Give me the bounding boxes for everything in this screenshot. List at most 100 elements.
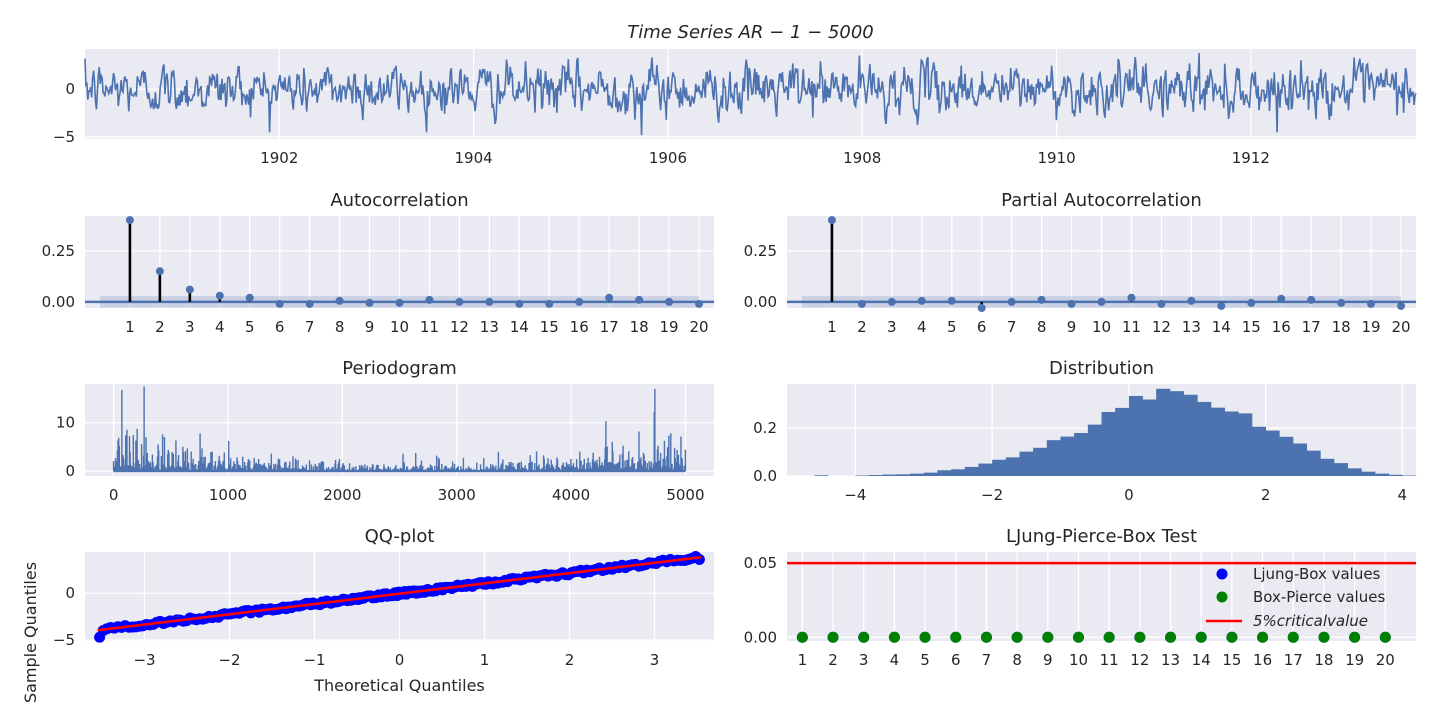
y-tick-label: −5 [53,128,75,146]
x-tick-label: 13 [1182,318,1201,336]
x-tick-label: 1906 [649,149,687,167]
histogram-bar [1238,413,1253,476]
stem-marker [635,295,644,304]
x-tick-label: 5000 [666,486,704,504]
stem-marker [1037,295,1046,304]
x-tick-label: 1 [798,651,808,669]
histogram-bar [814,475,829,476]
x-tick-label: 1904 [455,149,493,167]
x-tick-label: 0 [1124,486,1134,504]
x-tick-label: 16 [570,318,589,336]
distribution-chart: 0.0 0.2 −4 −2 0 2 4 Distribution [753,358,1417,504]
x-tick-label: −4 [844,486,866,504]
histogram-bar [937,470,952,476]
x-tick-label: 5 [947,318,957,336]
stem-marker [1337,298,1346,307]
stem-marker [1127,293,1136,302]
stem-marker [1007,297,1016,306]
histogram-bar [1169,391,1184,476]
stem-marker [515,299,524,308]
x-tick-label: 12 [450,318,469,336]
x-tick-label: 17 [600,318,619,336]
y-tick-label: 0.0 [753,467,777,485]
histogram-bar [1224,411,1239,476]
x-tick-label: 9 [1043,651,1053,669]
histogram-bar [1142,399,1157,476]
x-tick-label: 19 [1345,651,1364,669]
stem-marker [695,299,704,308]
y-tick-label: 0.05 [744,554,777,572]
x-tick-label: 1902 [260,149,298,167]
stem-marker [305,299,314,308]
periodogram-chart: 0 10 0 1000 2000 3000 4000 5000 Periodogram [56,358,714,504]
stem-marker [335,296,344,305]
stem-marker [1097,297,1106,306]
series-line [84,52,1417,136]
stem-marker [275,299,284,308]
histogram-bar [882,474,897,476]
x-tick-label: 2 [565,651,575,669]
x-tick-label: 2 [155,318,165,336]
histogram-bar [896,474,911,476]
x-tick-label: 7 [305,318,315,336]
x-tick-label: 4 [1398,486,1408,504]
stem-marker [395,298,404,307]
stem-marker [1367,299,1376,308]
stem-marker [185,285,194,294]
chart-title: LJung-Pierce-Box Test [1006,526,1197,547]
histogram-bar [1292,443,1308,476]
box-pierce-point [919,631,931,643]
x-tick-label: −2 [981,486,1003,504]
stem-marker [575,297,584,306]
box-pierce-point [796,631,808,643]
legend-marker-ljung-box [1216,568,1228,580]
histogram-bar [923,472,938,476]
stem-marker [665,297,674,306]
y-axis-label: Sample Quantiles [21,562,40,703]
x-axis-label: Theoretical Quantiles [313,676,485,695]
chart-title: QQ-plot [365,526,435,547]
histogram-bar [1115,407,1130,476]
legend-label-ljung-box: Ljung-Box values [1253,565,1381,583]
x-tick-label: 17 [1284,651,1303,669]
qq-reference-line [97,555,702,632]
x-tick-label: 1912 [1232,149,1270,167]
qq-chart: −5 0 −3 −2 −1 0 1 2 3 QQ-plot Theoretical Quantile… [21,526,714,703]
histogram-bar [1074,432,1089,476]
y-tick-label: 10 [56,414,75,432]
x-tick-label: 14 [1192,651,1211,669]
y-tick-label: 0.25 [744,242,777,260]
x-tick-label: 15 [540,318,559,336]
x-tick-label: 4 [215,318,225,336]
stem-marker [1277,294,1286,303]
x-tick-label: −1 [303,651,325,669]
histogram-bar [1306,450,1321,476]
stem-marker [155,267,164,276]
x-tick-label: 12 [1130,651,1149,669]
x-tick-label: 5 [920,651,930,669]
histogram-bar [1320,458,1335,476]
x-tick-label: 2000 [323,486,361,504]
box-pierce-point [1042,631,1054,643]
x-tick-label: 8 [1037,318,1047,336]
x-tick-label: 10 [1069,651,1088,669]
stem-marker [1307,295,1316,304]
x-tick-label: 17 [1302,318,1321,336]
x-tick-label: 3 [887,318,897,336]
box-pierce-point [1349,631,1361,643]
histogram-bar [1361,471,1376,476]
stem-marker [887,297,896,306]
x-tick-label: 4 [890,651,900,669]
x-tick-label: 3 [859,651,869,669]
stem-marker [977,304,986,312]
histogram-bar [978,463,993,476]
x-tick-label: 6 [977,318,987,336]
x-tick-label: 16 [1272,318,1291,336]
stem-marker [1217,301,1226,310]
x-tick-label: 3000 [438,486,476,504]
x-tick-label: 7 [1007,318,1017,336]
x-tick-label: −3 [133,651,155,669]
x-tick-label: 2 [857,318,867,336]
x-tick-label: 0 [109,486,119,504]
